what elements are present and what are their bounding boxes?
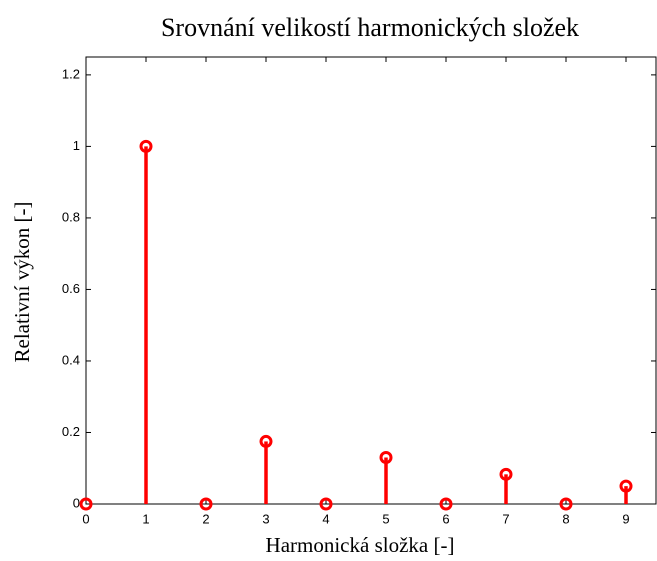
stem-marker: [559, 497, 573, 511]
stem-marker: [79, 497, 93, 511]
stem-marker: [439, 497, 453, 511]
x-tick-label: 6: [442, 511, 449, 526]
x-tick-label: 7: [502, 511, 509, 526]
y-tick-label: 1.2: [62, 66, 80, 81]
y-tick-label: 1: [73, 138, 80, 153]
stem-marker: [139, 139, 153, 153]
y-tick-label: 0.6: [62, 281, 80, 296]
y-tick-label: 0: [73, 495, 80, 510]
x-tick-label: 2: [202, 511, 209, 526]
stem-marker: [379, 451, 393, 465]
x-tick-label: 1: [142, 511, 149, 526]
y-tick-label: 0.4: [62, 352, 80, 367]
chart-title: Srovnání velikostí harmonických složek: [161, 13, 579, 42]
x-tick-label: 4: [322, 511, 329, 526]
stem-marker: [619, 479, 633, 493]
x-tick-label: 5: [382, 511, 389, 526]
y-tick-label: 0.8: [62, 209, 80, 224]
y-tick-label: 0.2: [62, 424, 80, 439]
y-axis-label: Relativní výkon [-]: [10, 202, 34, 363]
stem-marker: [319, 497, 333, 511]
x-tick-label: 9: [622, 511, 629, 526]
stem-marker: [259, 434, 273, 448]
x-tick-label: 3: [262, 511, 269, 526]
stem-marker: [499, 467, 513, 481]
x-axis-label: Harmonická složka [-]: [266, 533, 455, 557]
axes-box: [85, 56, 657, 505]
stem-marker: [199, 497, 213, 511]
x-tick-label: 8: [562, 511, 569, 526]
x-tick-label: 0: [82, 511, 89, 526]
